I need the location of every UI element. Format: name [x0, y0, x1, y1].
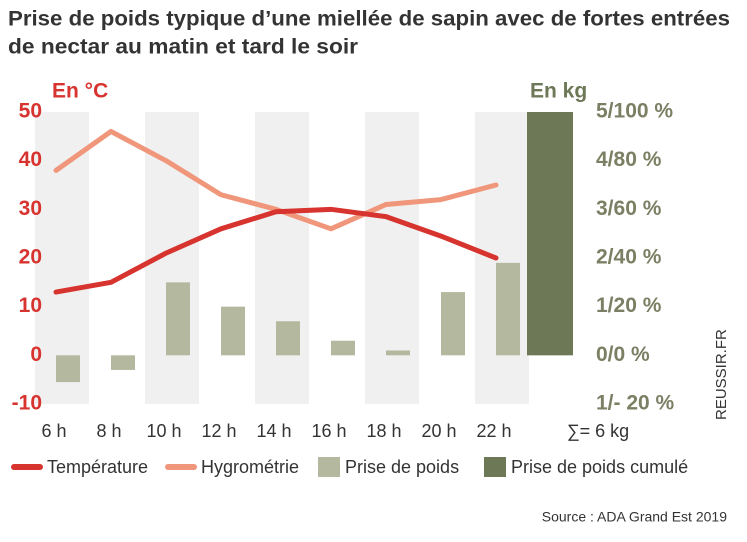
- x-tick-label: 16 h: [311, 421, 346, 441]
- y2-tick-label: 1/20 %: [596, 294, 662, 317]
- y2-tick-label: 4/80 %: [596, 148, 662, 171]
- bar: [441, 292, 465, 356]
- y-axis-label: En °C: [52, 80, 108, 103]
- bar: [386, 350, 410, 356]
- x-tick-label: 22 h: [476, 421, 511, 441]
- column-stripe: [475, 112, 529, 404]
- y-tick-label: 40: [19, 148, 42, 171]
- bar: [496, 262, 520, 356]
- bar: [331, 340, 355, 356]
- line: [53, 206, 499, 295]
- bar: [111, 355, 135, 370]
- y2-tick-label: 1/- 20 %: [596, 392, 675, 415]
- chart-title: Prise de poids typique d’une miellée de …: [8, 8, 730, 31]
- y2-tick-label: 3/60 %: [596, 197, 662, 220]
- watermark: REUSSIR.FR: [713, 329, 730, 420]
- bar: [166, 282, 190, 356]
- legend-label: Température: [47, 457, 148, 477]
- chart-title: de nectar au matin et tard le soir: [8, 36, 358, 59]
- bar: [56, 355, 80, 383]
- legend-label: Hygrométrie: [201, 457, 299, 477]
- y2-tick-label: 0/0 %: [596, 343, 650, 366]
- y-tick-label: 10: [19, 294, 42, 317]
- y-tick-label: 50: [19, 100, 42, 123]
- x-tick-label: 8 h: [96, 421, 121, 441]
- y-tick-label: -10: [12, 392, 42, 415]
- x-tick-label: 12 h: [201, 421, 236, 441]
- y2-tick-label: 5/100 %: [596, 100, 673, 123]
- bar: [527, 112, 573, 356]
- legend-label: Prise de poids: [345, 457, 459, 477]
- x-tick-label: ∑= 6 kg: [567, 421, 629, 441]
- bar: [221, 306, 245, 356]
- column-stripe: [365, 112, 419, 404]
- x-tick-label: 18 h: [366, 421, 401, 441]
- y2-axis-label: En kg: [530, 80, 587, 103]
- y2-tick-label: 2/40 %: [596, 246, 662, 269]
- x-tick-label: 10 h: [146, 421, 181, 441]
- y-tick-label: 0: [30, 343, 42, 366]
- y-tick-label: 20: [19, 246, 42, 269]
- x-tick-label: 6 h: [41, 421, 66, 441]
- y-tick-label: 30: [19, 197, 42, 220]
- legend-label: Prise de poids cumulé: [511, 457, 688, 477]
- legend-swatch: [484, 457, 506, 477]
- x-tick-label: 14 h: [256, 421, 291, 441]
- x-tick-label: 20 h: [421, 421, 456, 441]
- column-stripe: [255, 112, 309, 404]
- bar: [276, 321, 300, 356]
- legend-swatch: [318, 457, 340, 477]
- source: Source : ADA Grand Est 2019: [542, 509, 727, 525]
